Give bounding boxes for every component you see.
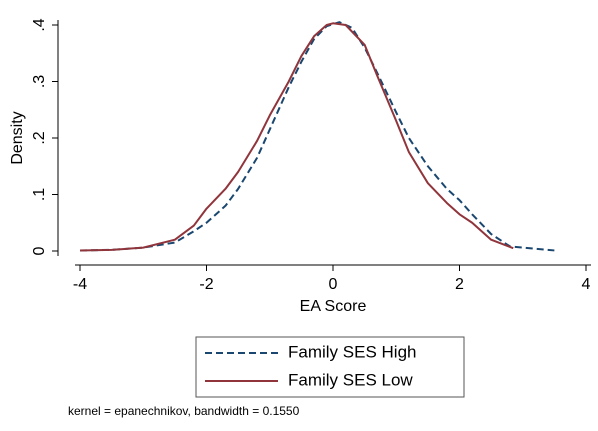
y-tick-label: .1 xyxy=(31,188,48,201)
legend-label: Family SES High xyxy=(288,342,416,361)
x-tick-label: 2 xyxy=(455,276,464,293)
y-tick-label: 0 xyxy=(31,246,48,255)
legend-label: Family SES Low xyxy=(288,370,413,389)
note: kernel = epanechnikov, bandwidth = 0.155… xyxy=(68,404,300,418)
y-tick-label: .2 xyxy=(31,131,48,144)
x-tick-label: 4 xyxy=(582,276,591,293)
y-tick-label: .4 xyxy=(31,18,48,31)
y-tick-label: .3 xyxy=(31,75,48,88)
x-tick-label: -2 xyxy=(199,276,213,293)
density-line xyxy=(79,22,514,252)
x-axis-title: EA Score xyxy=(300,298,367,315)
x-tick-label: 0 xyxy=(329,276,338,293)
legend-box xyxy=(195,336,465,398)
y-axis-title: Density xyxy=(9,111,26,164)
x-tick-label: -4 xyxy=(73,276,87,293)
density-line xyxy=(79,21,555,252)
